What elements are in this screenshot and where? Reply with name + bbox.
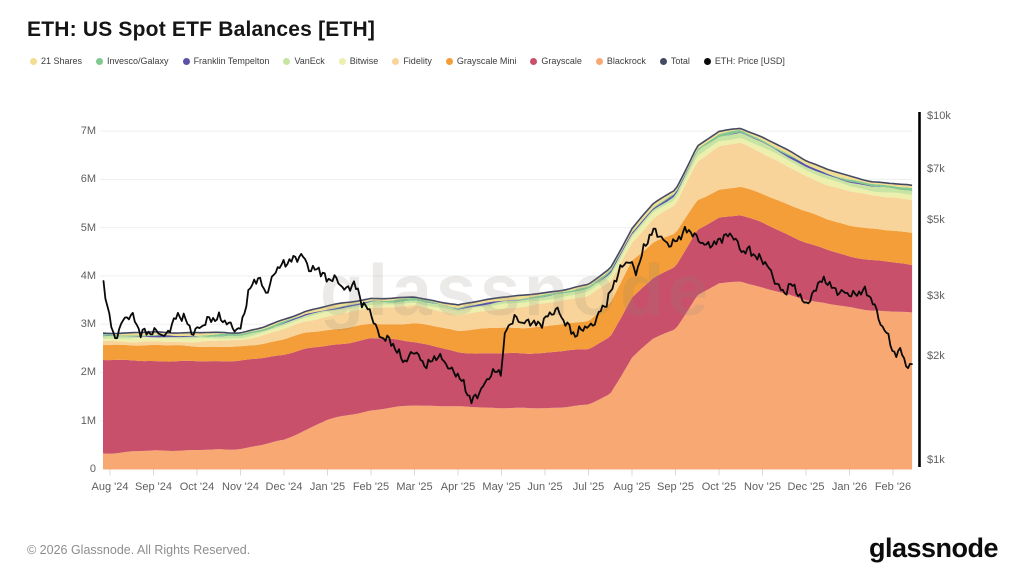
legend-item-21-shares[interactable]: 21 Shares: [30, 56, 82, 66]
x-axis-label: Apr '25: [440, 481, 476, 493]
legend-item-blackrock[interactable]: Blackrock: [595, 56, 646, 66]
y-axis-label: 1M: [80, 414, 96, 427]
price-axis-label: $5k: [927, 213, 945, 226]
area-grayscale: [103, 215, 913, 454]
price-axis-label: $2k: [927, 350, 945, 363]
legend-label: ETH: Price [USD]: [714, 56, 785, 66]
legend-label: Invesco/Galaxy: [107, 56, 169, 66]
legend-item-vaneck[interactable]: VanEck: [283, 56, 325, 66]
legend-label: Franklin Tempelton: [193, 56, 270, 66]
x-axis-label: Dec '24: [265, 481, 303, 493]
y-axis-label: 0: [89, 463, 96, 475]
price-axis-label: $7k: [927, 163, 945, 176]
legend-label: Grayscale: [541, 56, 582, 66]
price-axis-label: $3k: [927, 289, 945, 302]
x-axis-label: Feb '26: [874, 481, 912, 493]
y-axis-label: 6M: [80, 173, 96, 186]
x-axis-label: Oct '24: [179, 481, 215, 493]
x-axis-label: Sep '25: [657, 481, 694, 493]
copyright-text: © 2026 Glassnode. All Rights Reserved.: [27, 543, 251, 557]
glassnode-logo: glassnode: [868, 533, 999, 563]
x-axis-label: Dec '25: [787, 481, 825, 493]
legend-dot-icon: [182, 57, 190, 65]
price-axis-label: $1k: [927, 454, 945, 466]
legend-label: Blackrock: [606, 56, 646, 66]
y-axis-label: 2M: [80, 366, 96, 379]
legend-item-grayscale-mini[interactable]: Grayscale Mini: [445, 56, 517, 66]
legend-dot-icon: [703, 57, 711, 65]
watermark: glassnode: [320, 251, 712, 331]
y-axis-label: 5M: [80, 221, 96, 234]
legend-dot-icon: [595, 57, 603, 65]
legend-item-invesco-galaxy[interactable]: Invesco/Galaxy: [96, 56, 169, 66]
legend-label: Bitwise: [349, 56, 379, 66]
price-line: [102, 225, 913, 405]
y-axis-label: 3M: [80, 318, 96, 331]
total-line: [102, 127, 913, 335]
legend-item-franklin-tempelton[interactable]: Franklin Tempelton: [182, 56, 270, 66]
legend-dot-icon: [392, 57, 400, 65]
legend: 21 Shares Invesco/Galaxy Franklin Tempelto…: [30, 56, 785, 66]
x-axis-label: Mar '25: [396, 481, 433, 493]
legend-dot-icon: [530, 57, 538, 65]
legend-dot-icon: [445, 57, 453, 65]
x-axis-label: Jun '25: [527, 481, 563, 493]
legend-item-bitwise[interactable]: Bitwise: [338, 56, 379, 66]
legend-dot-icon: [338, 57, 346, 65]
x-axis-label: Aug '24: [91, 481, 129, 493]
legend-label: Grayscale Mini: [456, 56, 517, 66]
legend-item-eth-price-usd-[interactable]: ETH: Price [USD]: [703, 56, 785, 66]
x-axis-label: Jul '25: [572, 481, 605, 493]
legend-item-fidelity[interactable]: Fidelity: [392, 56, 432, 66]
y-axis-label: 4M: [80, 269, 96, 282]
legend-label: 21 Shares: [41, 56, 83, 66]
legend-label: Total: [670, 56, 690, 66]
area-fidelity: [103, 142, 913, 347]
chart-title: ETH: US Spot ETF Balances [ETH]: [27, 18, 376, 41]
legend-dot-icon: [30, 57, 37, 65]
area-blackrock: [103, 281, 913, 470]
legend-label: VanEck: [294, 56, 325, 66]
legend-label: Fidelity: [403, 56, 432, 66]
x-axis-label: Oct '25: [701, 481, 737, 493]
legend-dot-icon: [659, 57, 667, 65]
y-axis-label: 7M: [80, 125, 96, 138]
legend-dot-icon: [283, 57, 291, 65]
x-axis-label: Sep '24: [135, 481, 172, 493]
x-axis-label: Nov '24: [222, 481, 259, 493]
x-axis-label: Jan '26: [831, 481, 868, 493]
x-axis-label: Jan '25: [309, 481, 346, 493]
legend-item-grayscale[interactable]: Grayscale: [530, 56, 582, 66]
x-axis-label: Feb '25: [352, 481, 390, 493]
legend-item-total[interactable]: Total: [659, 56, 690, 66]
price-axis-label: $10k: [927, 110, 951, 122]
x-axis-label: Nov '25: [744, 481, 781, 493]
x-axis-label: May '25: [482, 481, 521, 493]
legend-dot-icon: [96, 57, 104, 65]
x-axis-label: Aug '25: [613, 481, 651, 493]
